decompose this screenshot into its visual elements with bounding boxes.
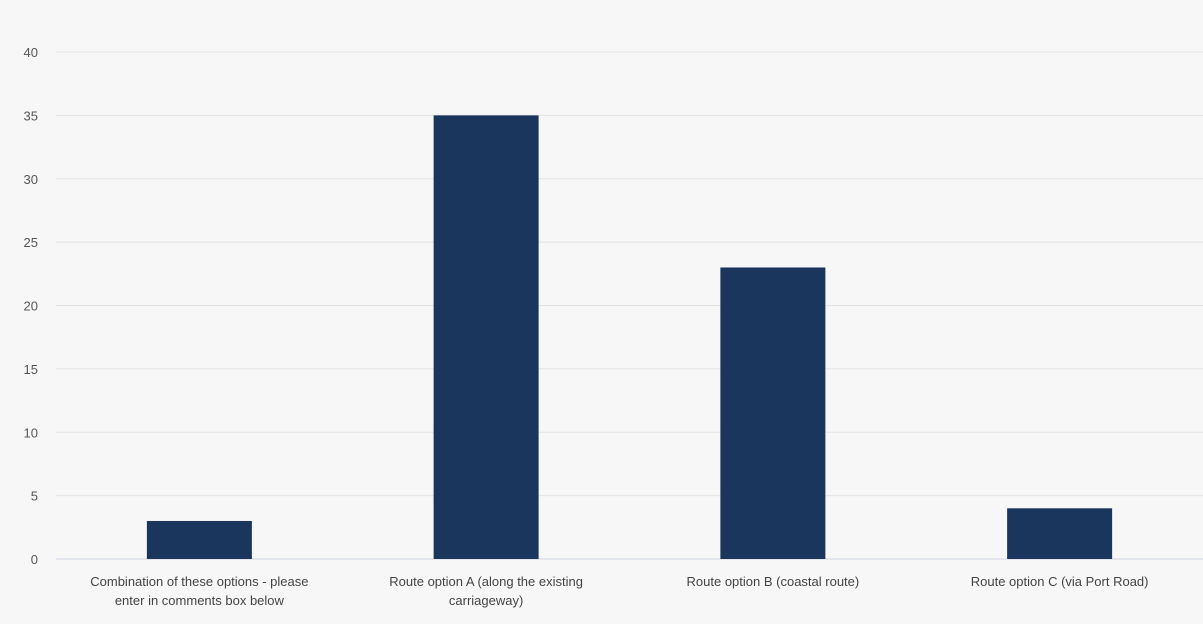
gridlines xyxy=(56,51,1203,560)
x-category-label: Route option B (coastal route) xyxy=(687,574,860,589)
y-tick-label: 40 xyxy=(24,45,38,60)
x-category-label-line: Combination of these options - please xyxy=(90,574,308,589)
bar xyxy=(433,115,539,559)
bar xyxy=(1007,508,1113,559)
x-category-label: Route option A (along the existing carria… xyxy=(389,574,583,608)
y-tick-label: 10 xyxy=(24,425,38,440)
y-tick-label: 25 xyxy=(24,235,38,250)
y-axis-ticks: 0 5 10 15 20 25 30 35 40 xyxy=(24,45,38,567)
bar xyxy=(720,267,826,559)
x-category-label-line: enter in comments box below xyxy=(115,593,285,608)
x-category-label-line: Route option C (via Port Road) xyxy=(971,574,1149,589)
bar xyxy=(146,520,252,559)
y-tick-label: 35 xyxy=(24,108,38,123)
y-tick-label: 5 xyxy=(31,489,38,504)
x-category-label-line: Route option A (along the existing xyxy=(389,574,583,589)
x-category-label: Route option C (via Port Road) xyxy=(971,574,1149,589)
y-tick-label: 15 xyxy=(24,362,38,377)
x-category-label-line: Route option B (coastal route) xyxy=(687,574,860,589)
bars xyxy=(146,115,1113,559)
x-category-label: Combination of these options - please ent… xyxy=(90,574,308,608)
x-category-label-line: carriageway) xyxy=(449,593,523,608)
y-tick-label: 20 xyxy=(24,299,38,314)
x-axis-labels: Combination of these options - please ent… xyxy=(90,574,1148,608)
y-tick-label: 30 xyxy=(24,172,38,187)
y-tick-label: 0 xyxy=(31,552,38,567)
